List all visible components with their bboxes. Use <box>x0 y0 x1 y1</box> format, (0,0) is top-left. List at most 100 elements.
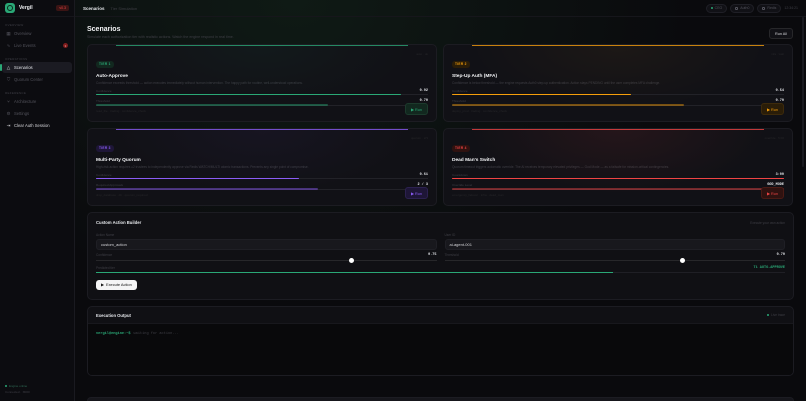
scrollbar[interactable] <box>802 17 804 167</box>
status-chip-ceo[interactable]: CEO <box>705 3 728 13</box>
metric-label: Confidence <box>96 88 112 93</box>
sidebar-item-live-events[interactable]: ∿ Live Events 3 <box>2 40 72 51</box>
lock-icon <box>735 6 739 10</box>
sidebar-item-settings[interactable]: ⚙ Settings <box>2 108 72 119</box>
threshold-slider[interactable] <box>444 257 785 263</box>
threshold-value: 0.70 <box>776 253 785 257</box>
chip-label: Redis <box>767 6 777 10</box>
card-meta: quorum · 2/3 <box>410 136 428 140</box>
warning-triangle-icon: △ <box>6 64 11 70</box>
run-button[interactable]: ▶ Run <box>761 103 784 115</box>
slider-thumb[interactable] <box>680 257 686 263</box>
next-panel-edge <box>87 397 794 401</box>
execute-action-button[interactable]: ▶ Execute Action <box>96 279 137 290</box>
gear-icon: ⚙ <box>6 110 11 116</box>
live-label: Live trace <box>771 313 785 317</box>
terminal[interactable]: vergil@engine:~$ waiting for action... <box>88 324 793 375</box>
metric-value: 0.61 <box>419 172 428 177</box>
page-subtitle: Simulate each authorization tier with re… <box>87 35 234 39</box>
metric-value: 0.70 <box>419 99 428 103</box>
play-icon: ▶ <box>767 107 772 112</box>
metric-value: 0.70 <box>775 99 784 103</box>
sidebar-item-overview[interactable]: ▦ Overview <box>2 28 72 39</box>
card-description: Quorum timeout triggers automatic overri… <box>452 164 670 169</box>
engine-status: Engine online Connected · :8000 <box>5 383 30 395</box>
topbar-status: CEO Auth0 Redis 12:34:21 <box>705 3 798 13</box>
card-footer: read_file · trading · confidence_check <box>96 109 147 113</box>
clear-session-label: Clear Auth Session <box>14 123 50 128</box>
run-label: Run <box>415 191 422 196</box>
metric-value: 2 / 3 <box>417 183 428 187</box>
card-meta: mfa · wait <box>770 52 784 56</box>
run-all-button[interactable]: Run All <box>768 28 793 39</box>
topbar: Scenarios Tier Simulation CEO Auth0 Redi… <box>75 0 806 17</box>
run-label: Run <box>771 107 778 112</box>
output-title: Execution Output <box>96 312 131 318</box>
metric-value: 0.54 <box>775 88 784 93</box>
execute-label: Execute Action <box>106 282 132 287</box>
override-bar <box>452 188 784 190</box>
scenario-card-step-up-auth: TIER 2 mfa · wait Step-Up Auth (MFA) Con… <box>443 44 793 122</box>
page-title: Scenarios <box>87 26 121 33</box>
play-icon: ▶ <box>767 191 772 196</box>
breadcrumb-current[interactable]: Scenarios <box>83 5 105 11</box>
metric-label: Confidence <box>452 88 468 93</box>
engine-connection-text: Connected · :8000 <box>5 390 30 394</box>
scenario-card-dead-mans-switch: TIER 4 override · 5:00 Dead Man's Switch… <box>443 128 793 206</box>
play-icon: ▶ <box>101 282 104 287</box>
clear-auth-session-button[interactable]: ⇥ Clear Auth Session <box>2 120 72 131</box>
breadcrumb-secondary: Tier Simulation <box>110 5 138 11</box>
logout-icon: ⇥ <box>6 122 11 128</box>
sidebar-item-quorum-center[interactable]: ⛉ Quorum Center <box>2 74 72 85</box>
card-description: Confidence is below threshold — the engi… <box>452 80 661 85</box>
sidebar-item-label: Live Events <box>14 43 36 48</box>
run-button[interactable]: ▶ Run <box>405 187 428 199</box>
status-dot-icon <box>5 385 7 387</box>
live-indicator: Live trace <box>766 313 785 317</box>
run-button[interactable]: ▶ Run <box>761 187 784 199</box>
terminal-prompt: vergil@engine:~$ <box>96 332 131 336</box>
live-events-badge: 3 <box>63 43 68 48</box>
slider-thumb[interactable] <box>348 257 354 263</box>
action-name-input[interactable]: custom_action <box>96 239 437 250</box>
threshold-label: Threshold <box>444 253 459 257</box>
scenario-card-auto-approve: TIER 1 auto · ok Auto-Approve Confidence… <box>87 44 437 122</box>
confidence-bar <box>96 177 428 180</box>
confidence-bar <box>452 93 784 96</box>
metric-value: GOD_MODE <box>767 183 784 187</box>
countdown-bar <box>452 177 784 180</box>
sidebar-section-label: Reference <box>5 91 27 95</box>
confidence-label: Confidence <box>96 253 113 257</box>
logo-icon <box>5 3 15 13</box>
metric-label: Required Approvals <box>96 183 124 187</box>
run-button[interactable]: ▶ Run <box>405 103 428 115</box>
predicted-tier-bar <box>96 271 785 274</box>
brand: Vergil v0.3 <box>0 0 74 17</box>
sidebar-item-label: Settings <box>14 111 30 116</box>
sidebar-item-architecture[interactable]: ⑂ Architecture <box>2 96 72 107</box>
status-chip-redis[interactable]: Redis <box>757 3 782 13</box>
sidebar-section-label: Operations <box>5 57 28 61</box>
card-title: Step-Up Auth (MFA) <box>452 74 498 79</box>
card-meta: auto · ok <box>416 52 428 56</box>
metric-value: 0.92 <box>419 88 428 93</box>
custom-action-builder: Custom Action Builder Execute your own a… <box>87 212 794 300</box>
approvals-bar <box>96 188 428 190</box>
sidebar-section-label: Overview <box>5 23 24 27</box>
activity-icon: ∿ <box>6 42 11 48</box>
metric-label: Threshold <box>452 99 466 103</box>
card-meta: override · 5:00 <box>764 136 784 140</box>
sidebar-item-label: Scenarios <box>14 65 33 70</box>
builder-title: Custom Action Builder <box>96 220 142 225</box>
confidence-bar <box>96 93 428 96</box>
play-icon: ▶ <box>411 107 416 112</box>
user-id-input[interactable]: ai-agent-001 <box>444 239 785 250</box>
main-content: Scenarios Tier Simulation CEO Auth0 Redi… <box>75 0 806 401</box>
sidebar-item-scenarios[interactable]: △ Scenarios <box>0 62 72 73</box>
run-label: Run <box>771 191 778 196</box>
status-chip-auth0[interactable]: Auth0 <box>730 3 755 13</box>
confidence-slider[interactable] <box>96 257 437 263</box>
grid-icon: ▦ <box>6 30 11 36</box>
card-title: Multi-Party Quorum <box>96 158 141 163</box>
run-label: Run <box>415 107 422 112</box>
